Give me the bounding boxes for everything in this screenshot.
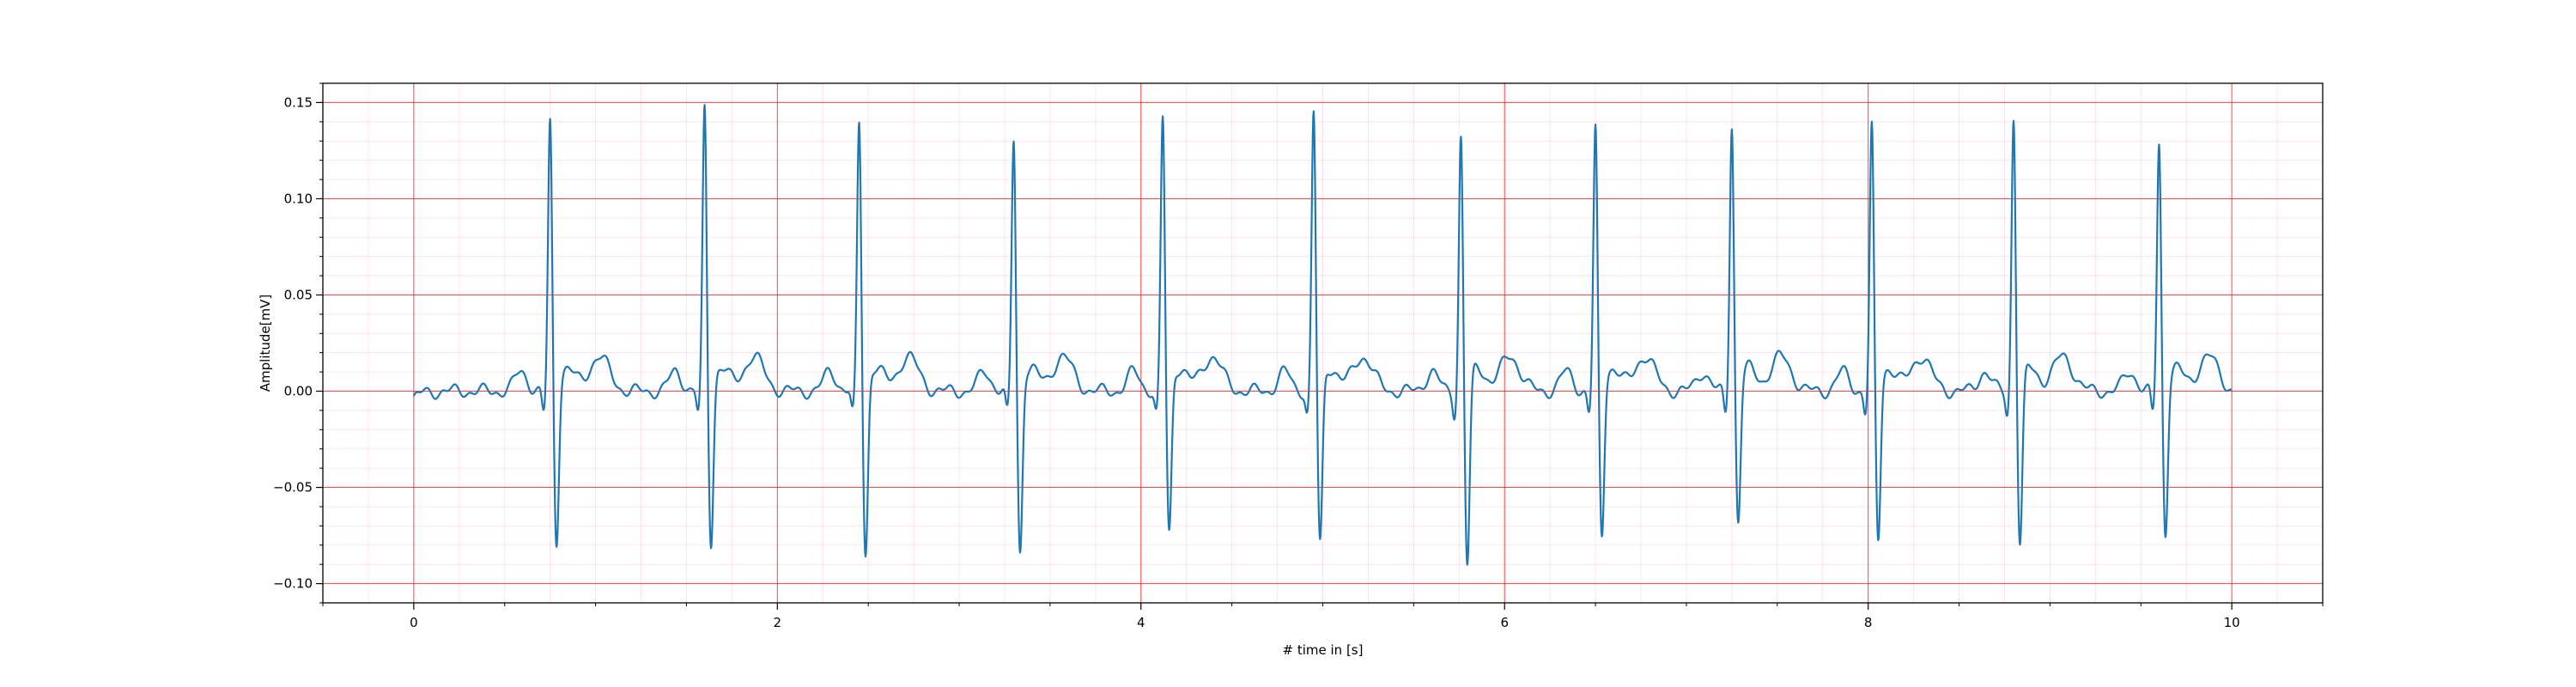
x-tick-label: 10 [2224, 615, 2240, 630]
x-tick-label: 2 [774, 615, 782, 630]
x-tick-label: 4 [1137, 615, 1145, 630]
x-axis-label: # time in [s] [1283, 642, 1364, 658]
y-axis-ticks: −0.10 −0.05 0.00 0.05 0.10 0.15 [273, 82, 323, 604]
ecg-series-line [412, 104, 2233, 566]
y-tick-label: 0.00 [284, 384, 313, 399]
y-tick-label: 0.10 [284, 191, 313, 206]
y-tick-label: −0.05 [273, 480, 313, 495]
y-tick-label: 0.05 [284, 287, 313, 302]
y-axis-label: Amplitude[mV] [258, 295, 273, 392]
x-tick-label: 8 [1864, 615, 1873, 630]
y-tick-label: 0.15 [284, 94, 313, 110]
y-tick-label: −0.10 [273, 576, 313, 592]
x-axis-ticks: 0 2 4 6 8 10 [322, 603, 2324, 630]
x-tick-label: 0 [410, 615, 418, 630]
x-tick-label: 6 [1500, 615, 1509, 630]
